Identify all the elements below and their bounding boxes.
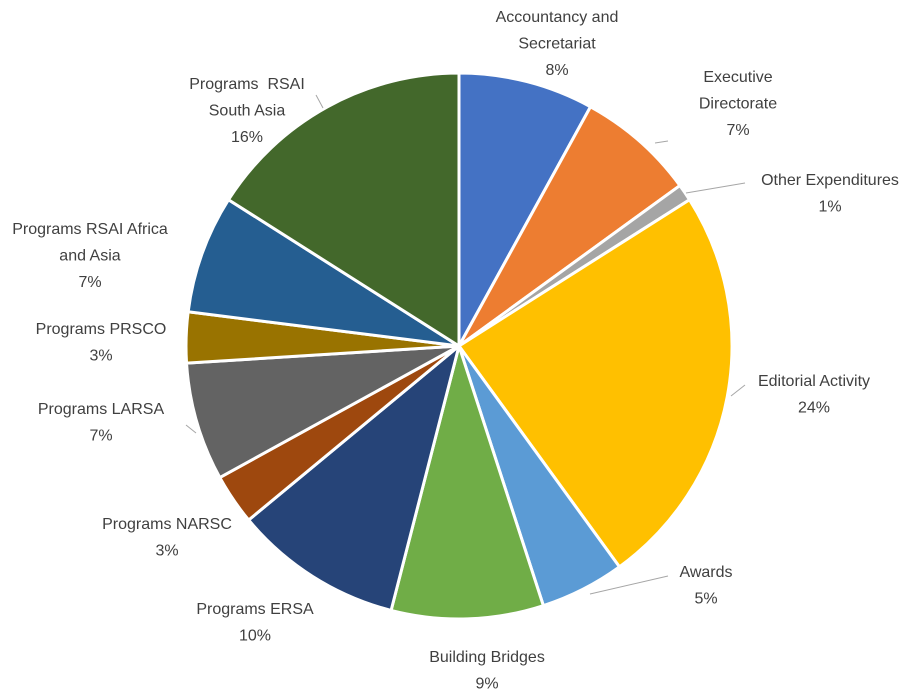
slice-label: Programs RSAI Africa and Asia: [12, 221, 168, 265]
slice-label: Awards: [679, 564, 732, 581]
value-label: 7%: [726, 122, 749, 139]
value-label: 3%: [155, 543, 178, 560]
value-label: 10%: [239, 628, 271, 645]
slice-label: Programs RSAI South Asia: [189, 76, 305, 120]
leader-line: [730, 384, 746, 397]
label-line: Awards: [679, 564, 732, 581]
slice-label: Editorial Activity: [758, 373, 870, 390]
slice-label: Programs PRSCO: [36, 321, 167, 338]
label-line: Programs ERSA: [196, 601, 314, 618]
value-label: 5%: [694, 591, 717, 608]
slice-label: Programs LARSA: [38, 401, 165, 418]
label-line: Programs RSAI Africa: [12, 221, 168, 238]
pie-slice: [226, 71, 461, 348]
label-line: and Asia: [59, 248, 120, 265]
value-label: 7%: [89, 428, 112, 445]
leader-line: [685, 182, 746, 194]
slice-label: Accountancy and Secretariat: [496, 9, 619, 53]
leader-line: [185, 424, 197, 434]
label-line: Editorial Activity: [758, 373, 870, 390]
label-line: Programs NARSC: [102, 516, 232, 533]
label-line: Building Bridges: [429, 649, 545, 666]
label-line: South Asia: [209, 103, 286, 120]
leader-line: [315, 94, 324, 109]
pie-slice: [186, 198, 461, 348]
label-line: Programs LARSA: [38, 401, 165, 418]
slice-label: Programs NARSC: [102, 516, 232, 533]
pie-slice: [389, 344, 545, 621]
value-label: 3%: [89, 348, 112, 365]
label-line: Executive: [703, 69, 772, 86]
label-line: Programs PRSCO: [36, 321, 167, 338]
label-line: Programs RSAI: [189, 76, 305, 93]
slice-label: Building Bridges: [429, 649, 545, 666]
value-label: 7%: [78, 274, 101, 291]
label-line: Other Expenditures: [761, 172, 899, 189]
value-label: 1%: [818, 199, 841, 216]
slice-label: Other Expenditures: [761, 172, 899, 189]
pie-slice: [247, 344, 461, 612]
slice-label: Programs ERSA: [196, 601, 314, 618]
pie-slice: [457, 198, 734, 569]
value-label: 9%: [475, 676, 498, 692]
pie-slice: [457, 105, 682, 348]
label-line: Accountancy and: [496, 9, 619, 26]
leader-line: [589, 575, 669, 595]
label-line: Directorate: [699, 96, 777, 113]
leader-line: [654, 140, 669, 144]
label-line: Secretariat: [518, 36, 596, 53]
pie-slice: [185, 344, 461, 480]
slice-label: Executive Directorate: [699, 69, 777, 113]
value-label: 24%: [798, 400, 830, 417]
pie-slice: [457, 71, 593, 348]
value-label: 8%: [545, 62, 568, 79]
value-label: 16%: [231, 129, 263, 146]
